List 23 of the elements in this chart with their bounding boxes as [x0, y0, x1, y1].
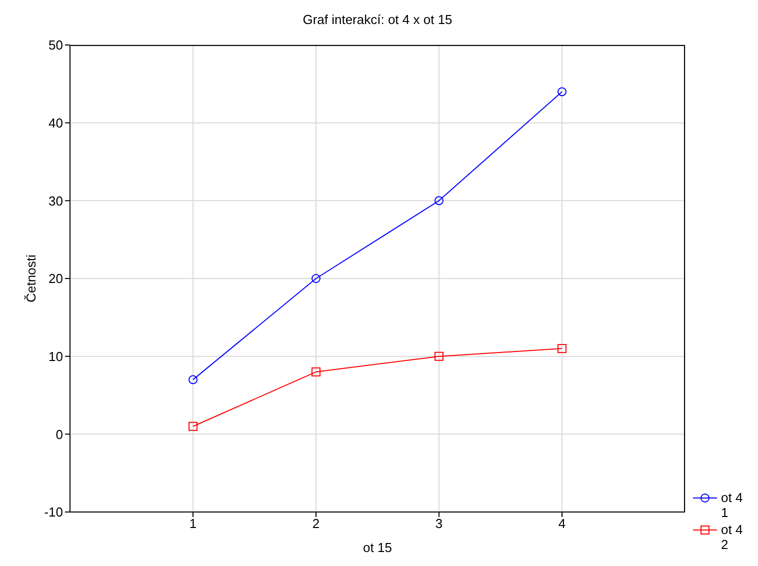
point [558, 87, 566, 96]
y-tick-label: 0 [56, 426, 63, 442]
legend-label: ot 4 2 [721, 522, 743, 552]
point [188, 375, 198, 384]
point [558, 344, 566, 354]
point [188, 422, 198, 431]
y-axis-title: Četnosti [24, 254, 39, 302]
y-tick-label: 50 [48, 38, 63, 53]
x-tick-label: 2 [312, 516, 320, 532]
x-tick-label: 1 [189, 516, 197, 532]
point [312, 367, 320, 376]
x-axis-title: ot 15 [363, 540, 392, 555]
point [434, 352, 444, 361]
y-tick-label: 10 [48, 348, 63, 364]
point [312, 274, 320, 283]
x-tick-label: 3 [435, 516, 443, 532]
x-tick-label: 4 [558, 516, 566, 532]
point [434, 196, 444, 206]
y-tick-label: 20 [48, 271, 63, 286]
y-tick-label: 40 [48, 115, 63, 130]
y-tick-label: 30 [48, 193, 63, 208]
y-tick-label: -10 [44, 504, 63, 520]
chart-title: Graf interakcí: ot 4 x ot 15 [302, 12, 454, 27]
